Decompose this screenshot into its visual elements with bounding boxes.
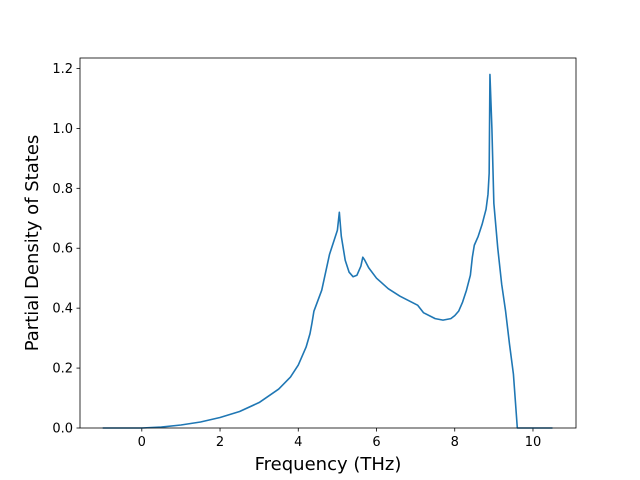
- y-tick-label: 0.0: [52, 422, 73, 437]
- x-tick-label: 6: [372, 435, 380, 450]
- y-tick-label: 1.0: [52, 122, 73, 137]
- y-tick-label: 0.6: [52, 242, 73, 257]
- x-axis-label: Frequency (THz): [255, 454, 402, 475]
- y-tick-label: 0.8: [52, 182, 73, 197]
- y-tick-label: 0.2: [52, 362, 73, 377]
- x-tick-label: 0: [138, 435, 146, 450]
- x-tick-label: 8: [451, 435, 459, 450]
- y-axis-label: Partial Density of States: [22, 135, 43, 352]
- y-tick-label: 1.2: [52, 62, 73, 77]
- y-tick-label: 0.4: [52, 302, 73, 317]
- pdos-line-series: [102, 73, 553, 429]
- x-tick-label: 10: [525, 435, 542, 450]
- x-tick-label: 2: [216, 435, 224, 450]
- x-tick-label: 4: [294, 435, 302, 450]
- plot-frame: [79, 57, 577, 429]
- plot-area: [102, 73, 553, 429]
- ticks-layer: 0 2 4 6 8 10 0.0 0.2 0.4 0.6 0.8 1.0 1.2: [52, 62, 541, 450]
